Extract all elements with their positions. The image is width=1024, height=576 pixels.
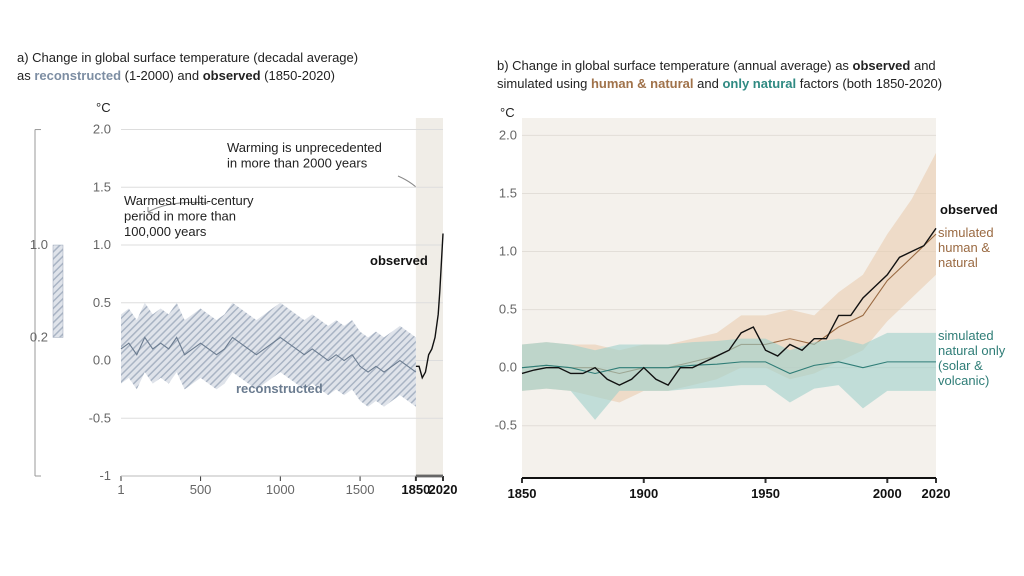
y-tick-label: 0.5: [499, 302, 517, 317]
uncertainty-band: [121, 302, 416, 407]
title-segment: human & natural: [591, 76, 694, 91]
title-segment: reconstructed: [34, 68, 121, 83]
x-tick-label: 1900: [629, 486, 658, 501]
x-tick-label: 2020: [429, 482, 458, 497]
series-label: simulated: [938, 328, 994, 343]
title-segment: simulated using: [497, 76, 591, 91]
title-segment: as: [17, 68, 34, 83]
unit-label: °C: [96, 100, 111, 115]
series-label: observed: [940, 202, 998, 217]
series-label: volcanic): [938, 373, 989, 388]
title-segment: only natural: [722, 76, 796, 91]
series-line: [521, 361, 936, 375]
series-label: observed: [370, 253, 428, 268]
range-label: 0.2: [30, 329, 48, 344]
range-label: 1.0: [30, 237, 48, 252]
y-tick-label: 2.0: [499, 127, 517, 142]
series-label: natural only: [938, 343, 1006, 358]
chart-title: simulated using human & natural and only…: [497, 76, 942, 91]
series-label: simulated: [938, 225, 994, 240]
x-tick-label: 1: [117, 482, 124, 497]
series-label: natural: [938, 255, 978, 270]
annotation: in more than 2000 years: [227, 156, 368, 171]
series-line: [120, 336, 417, 373]
uncertainty-band: [522, 332, 936, 420]
y-tick-label: 1.0: [93, 237, 111, 252]
annotation: 100,000 years: [124, 224, 207, 239]
series-label: human &: [938, 240, 990, 255]
series-line: [521, 227, 937, 386]
y-tick-label: 0.0: [93, 353, 111, 368]
chart-title: as reconstructed (1-2000) and observed (…: [17, 68, 335, 83]
x-tick-label: 1950: [751, 486, 780, 501]
x-tick-label: 1500: [346, 482, 375, 497]
title-segment: and: [910, 58, 935, 73]
x-tick-label: 2020: [922, 486, 951, 501]
y-tick-label: -0.5: [89, 410, 111, 425]
annotation: period in more than: [124, 209, 236, 224]
y-tick-label: 0.5: [93, 295, 111, 310]
title-segment: a) Change in global surface temperature …: [17, 50, 358, 65]
unit-label: °C: [500, 105, 515, 120]
title-segment: observed: [203, 68, 261, 83]
y-tick-label: 1.5: [499, 185, 517, 200]
x-tick-label: 500: [190, 482, 212, 497]
annotation: Warmest multi-century: [124, 193, 254, 208]
y-tick-label: -1: [99, 468, 111, 483]
title-segment: (1850-2020): [261, 68, 335, 83]
range-bar: [52, 244, 64, 338]
y-tick-label: 2.0: [93, 122, 111, 137]
x-tick-label: 2000: [873, 486, 902, 501]
chart-title: a) Change in global surface temperature …: [17, 50, 358, 65]
title-segment: and: [694, 76, 723, 91]
title-segment: observed: [853, 58, 911, 73]
arrow: [147, 201, 209, 213]
x-tick-label: 1850: [508, 486, 537, 501]
chart-title: b) Change in global surface temperature …: [497, 58, 936, 73]
title-segment: (1-2000) and: [121, 68, 203, 83]
y-tick-label: 0.0: [499, 360, 517, 375]
x-tick-label: 1000: [266, 482, 295, 497]
y-tick-label: 1.5: [93, 179, 111, 194]
highlight-region: [415, 118, 443, 476]
x-tick-label: 1850: [401, 482, 430, 497]
series-label: (solar &: [938, 358, 983, 373]
y-tick-label: 1.0: [499, 244, 517, 259]
title-segment: b) Change in global surface temperature …: [497, 58, 853, 73]
arrow-head: [147, 207, 154, 214]
series-line: [415, 233, 444, 380]
y-tick-label: -0.5: [495, 418, 517, 433]
annotation: Warming is unprecedented: [227, 140, 382, 155]
series-label: reconstructed: [236, 381, 323, 396]
title-segment: factors (both 1850-2020): [796, 76, 942, 91]
